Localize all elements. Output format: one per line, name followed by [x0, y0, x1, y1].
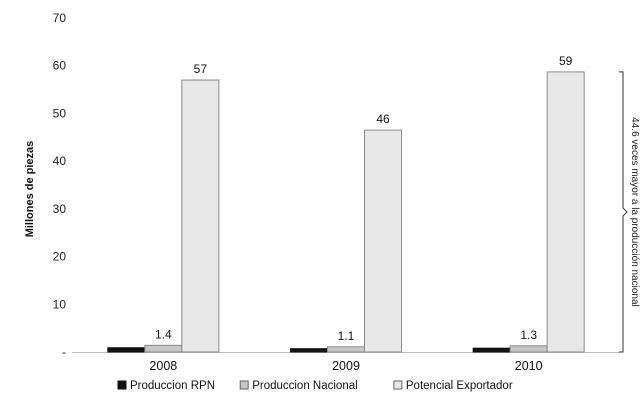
annotation-text: 44.6 veces mayor a la producción naciona… — [629, 117, 640, 307]
bar-produccion-nacional-2010 — [509, 345, 548, 353]
legend: Produccion RPN Produccion Nacional Potenci… — [117, 380, 513, 392]
bars-group — [107, 71, 585, 353]
y-tick-labels: - 10 20 30 40 50 60 70 — [53, 11, 67, 359]
brace-shape — [619, 71, 628, 353]
y-tick-label: 20 — [53, 250, 67, 264]
x-category-label: 2008 — [149, 359, 177, 373]
y-tick-label: 70 — [53, 11, 67, 25]
bar-produccion-rpn-2010 — [472, 347, 511, 353]
y-tick-label: 40 — [53, 154, 67, 168]
bar-potencial-exportador-2010 — [546, 71, 585, 353]
bar-potencial-exportador-2009 — [364, 129, 402, 353]
x-category-label: 2009 — [332, 359, 360, 373]
bar-produccion-nacional-2008 — [144, 344, 183, 353]
x-category-labels: 2008 2009 2010 — [149, 359, 542, 373]
legend-swatch — [117, 380, 127, 390]
x-category-label: 2010 — [515, 359, 543, 373]
legend-label: Produccion Nacional — [252, 380, 357, 392]
y-tick-label: 10 — [53, 297, 67, 311]
data-label: 1.1 — [338, 329, 355, 343]
bar-produccion-rpn-2008 — [107, 347, 146, 353]
data-label: 1.4 — [155, 327, 172, 341]
y-tick-label: 50 — [53, 106, 67, 120]
legend-label: Potencial Exportador — [406, 380, 513, 392]
data-label: 59 — [559, 54, 573, 68]
data-label: 57 — [194, 62, 208, 76]
bar-produccion-nacional-2009 — [327, 346, 365, 353]
legend-label: Produccion RPN — [130, 380, 215, 392]
data-label: 1.3 — [520, 328, 537, 342]
bar-potencial-exportador-2008 — [181, 79, 220, 353]
y-tick-label: 30 — [53, 202, 67, 216]
bar-produccion-rpn-2009 — [290, 348, 328, 353]
y-axis-label: Millones de piezas — [24, 141, 36, 238]
data-label: 46 — [376, 112, 390, 126]
legend-swatch — [239, 380, 249, 390]
y-tick-label: 60 — [53, 59, 67, 73]
legend-swatch — [393, 380, 403, 390]
data-labels-group: 1.4 57 1.1 46 1.3 59 — [155, 54, 573, 343]
annotation-brace — [619, 71, 628, 353]
y-tick-label: - — [62, 345, 66, 359]
